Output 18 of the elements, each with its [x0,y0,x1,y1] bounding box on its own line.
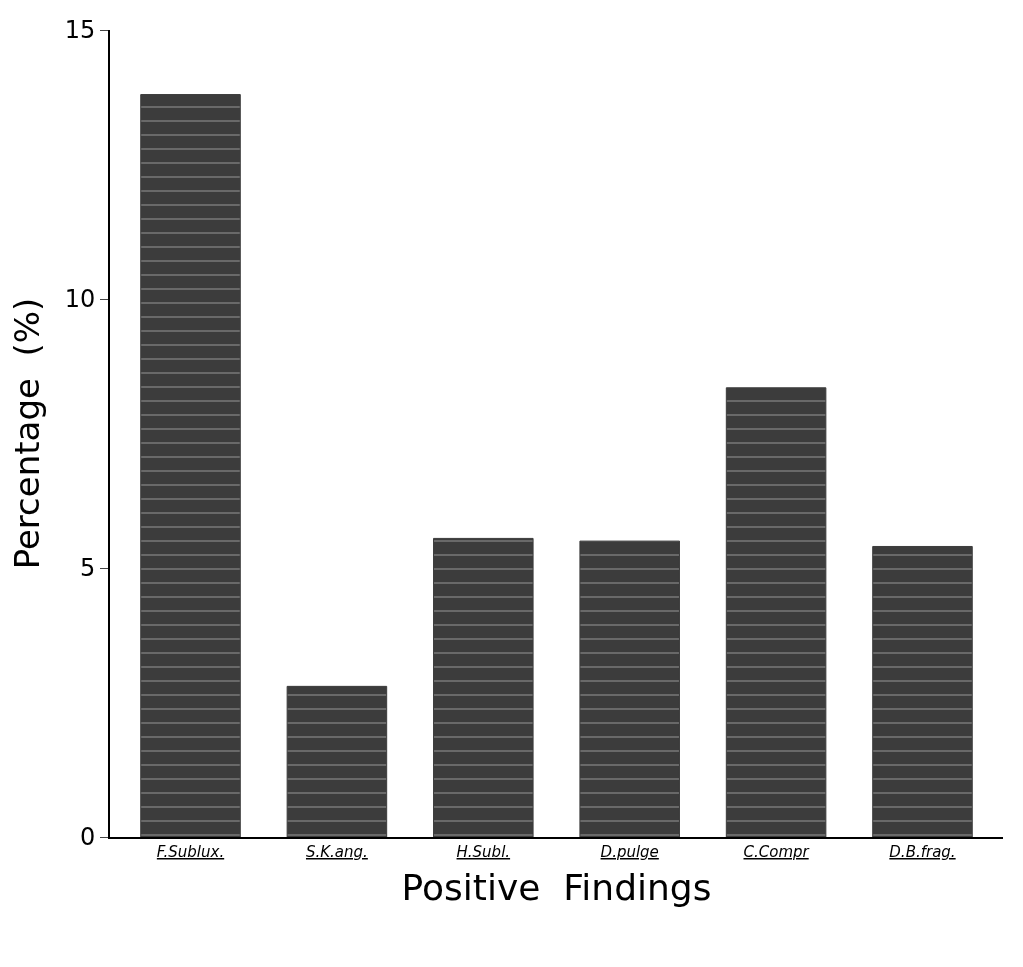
x-tick-label: S.K.ang. [305,843,368,861]
x-tick-label: D.B.frag. [889,843,956,861]
bar [725,387,827,837]
bar [579,540,680,837]
x-tick-label: D.pulge [600,843,659,861]
bar [140,94,241,837]
x-tick-label: C.Compr [743,843,810,861]
y-tick-label: 0 [79,823,96,852]
x-axis-title: Positive Findings [401,867,712,909]
x-tick-label: F.Sublux. [156,843,225,861]
bar [433,537,534,837]
y-tick-label: 10 [64,285,96,314]
y-tick-label: 15 [64,16,96,45]
y-tick-label: 5 [79,554,96,583]
y-axis-title: Percentage (%) [6,297,47,570]
bar [286,685,388,837]
bar [872,545,973,837]
x-tick-label: H.Subl. [456,843,511,861]
